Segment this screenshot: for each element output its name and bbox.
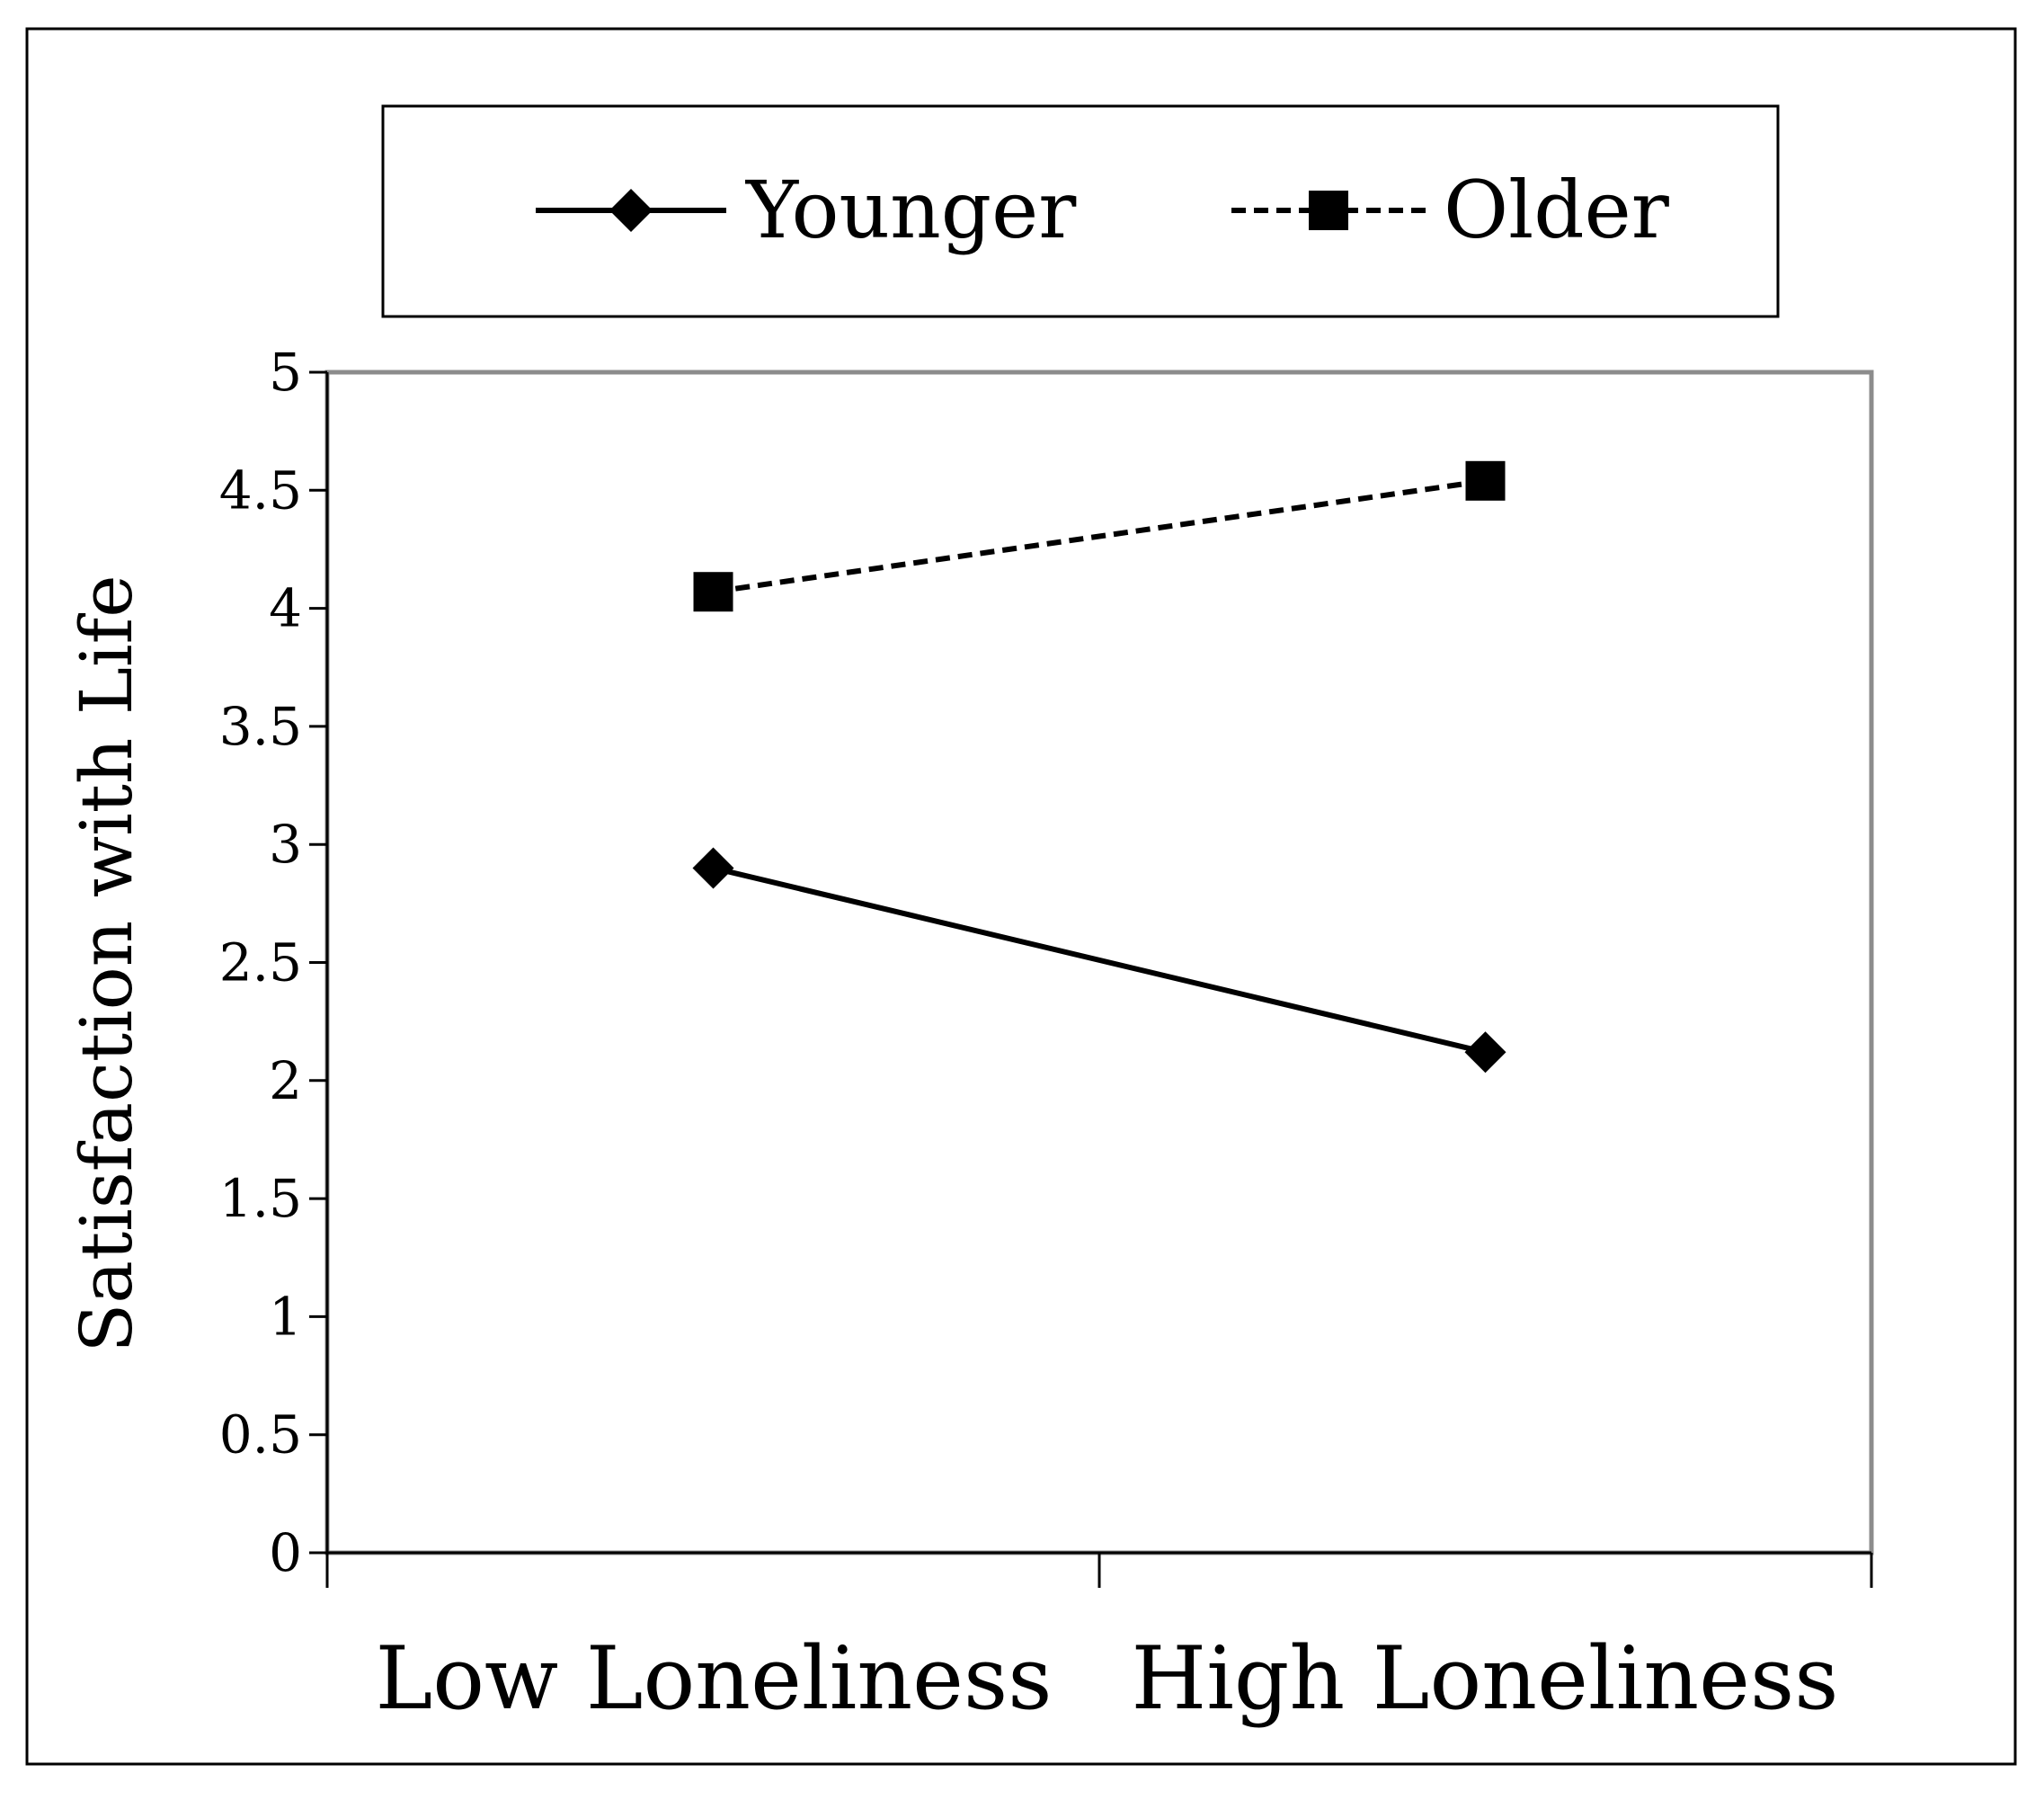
series-layer — [692, 460, 1506, 1074]
y-tick-label: 2 — [269, 1050, 302, 1111]
legend-diamond-icon — [609, 189, 653, 232]
series-younger — [692, 847, 1506, 1074]
legend-label-younger: Younger — [745, 164, 1077, 256]
data-point-older-0 — [693, 572, 733, 612]
y-tick-label: 0.5 — [219, 1404, 302, 1466]
y-tick-label: 5 — [269, 342, 302, 403]
x-category-label-high: High Loneliness — [1132, 1628, 1839, 1729]
legend: Younger Older — [381, 104, 1780, 318]
y-ticks: 0 0.5 1 1.5 2 2.5 3 3.5 4 4.5 5 — [219, 342, 327, 1583]
legend-square-icon — [1309, 191, 1348, 230]
y-tick-label: 0 — [269, 1522, 302, 1583]
legend-item-younger: Younger — [536, 164, 1077, 256]
data-point-younger-0 — [692, 847, 734, 889]
x-category-label-low: Low Loneliness — [376, 1628, 1053, 1729]
legend-label-older: Older — [1444, 164, 1670, 256]
y-tick-label: 1.5 — [219, 1168, 302, 1229]
y-tick-label: 2.5 — [219, 932, 302, 994]
y-tick-label: 3 — [269, 814, 302, 875]
y-tick-label: 3.5 — [219, 696, 302, 757]
y-tick-label: 4 — [269, 578, 302, 639]
x-axis: Low Loneliness High Loneliness — [325, 1551, 1873, 1729]
y-tick-label: 1 — [269, 1286, 302, 1347]
y-axis-title: Satisfaction with Life — [65, 575, 148, 1352]
series-line-younger — [712, 865, 1487, 1056]
data-point-younger-1 — [1464, 1031, 1506, 1074]
series-line-older — [713, 477, 1486, 595]
y-axis: 0 0.5 1 1.5 2 2.5 3 3.5 4 4.5 5 Satisfaction with … — [65, 342, 329, 1583]
chart-frame — [25, 27, 2017, 1766]
legend-item-older: Older — [1231, 164, 1670, 256]
y-tick-label: 4.5 — [219, 459, 302, 521]
series-older — [693, 460, 1506, 612]
data-point-older-1 — [1465, 460, 1506, 501]
